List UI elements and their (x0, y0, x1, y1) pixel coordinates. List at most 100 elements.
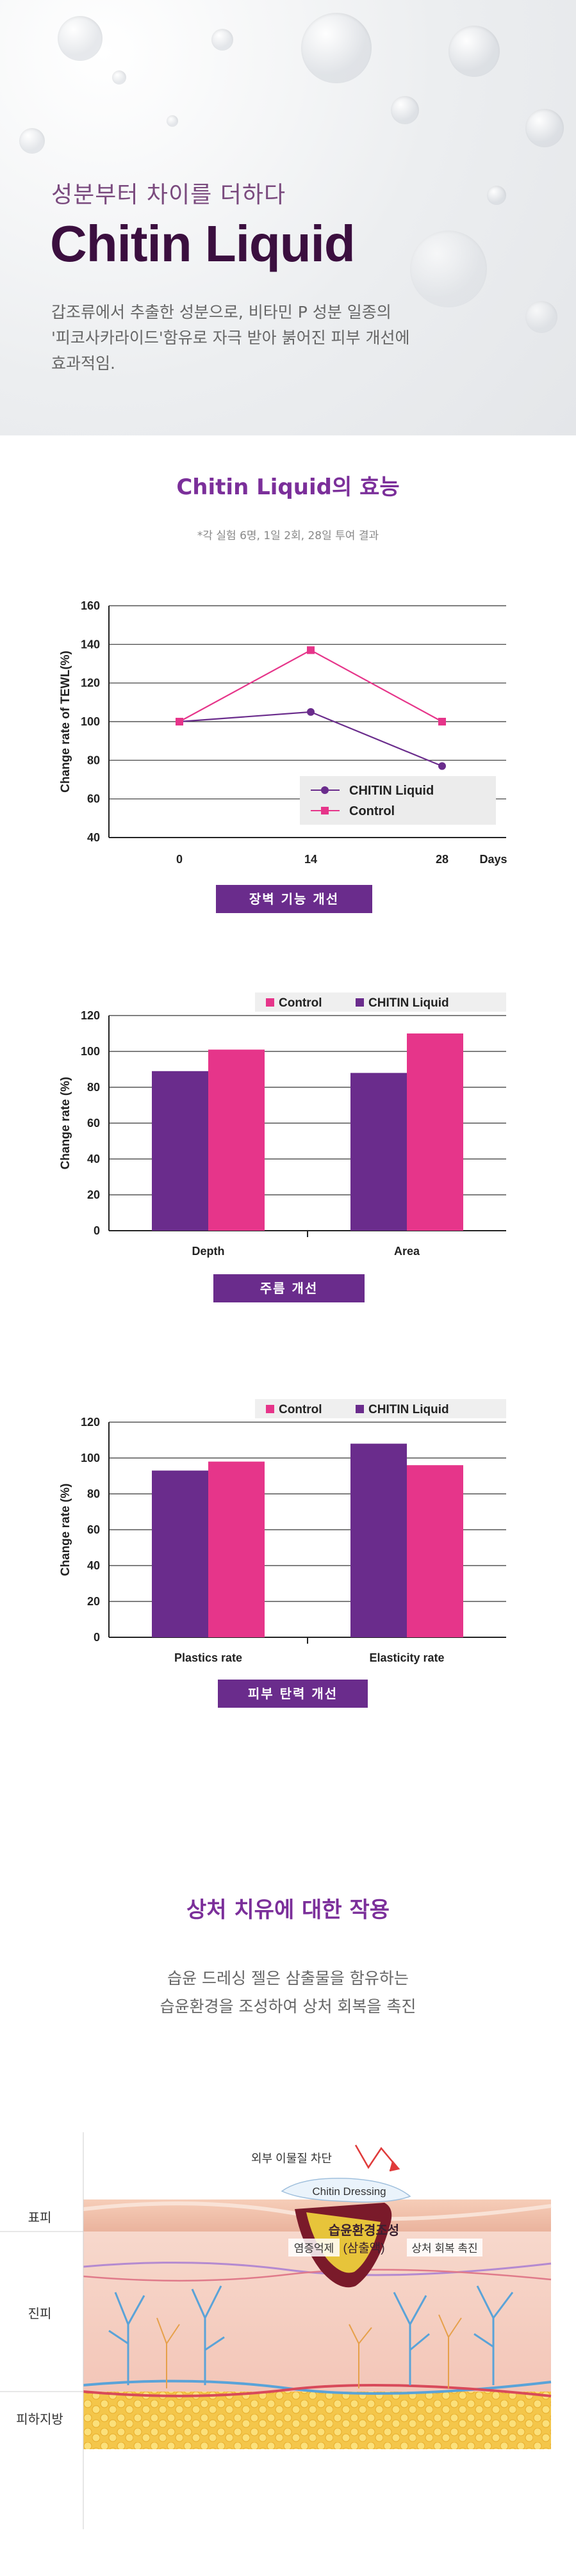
x-tick-label: Plastics rate (174, 1651, 242, 1664)
series-line-chitin-liquid (179, 711, 443, 767)
external-block-label: 외부 이물질 차단 (251, 2152, 332, 2165)
healing-title: 상처 치유에 대한 작용 (186, 1897, 390, 1923)
healing-desc-line: 습윤환경을 조성하여 상처 회복을 촉진 (160, 1997, 416, 2016)
y-tick-label: 20 (87, 1188, 100, 1201)
label-epidermis: 표피 (28, 2210, 52, 2225)
bar-control (208, 1461, 265, 1637)
y-tick-label: 20 (87, 1595, 100, 1608)
y-tick-label: 0 (94, 1224, 100, 1237)
bar-chitin-liquid (152, 1470, 208, 1637)
y-tick-label: 80 (87, 1487, 100, 1500)
recovery-label: 상처 회복 촉진 (411, 2242, 477, 2255)
water-droplet (391, 96, 419, 124)
moist-sub-label: (삼출액) (343, 2241, 384, 2255)
subcutis-layer (83, 2392, 551, 2449)
hero-title: Chitin Liquid (50, 215, 356, 272)
bar-control (407, 1033, 463, 1231)
data-point (307, 646, 315, 654)
hero-desc-line: '피코사카라이드'함유로 자극 받아 붉어진 피부 개선에 (51, 328, 410, 347)
legend-box (255, 1399, 506, 1418)
y-tick-label: 160 (81, 599, 100, 612)
legend-box (255, 992, 506, 1012)
healing-desc-line: 습윤 드레싱 젤은 삼출물을 함유하는 (167, 1969, 409, 1988)
legend-box (300, 776, 496, 825)
water-droplet (112, 70, 126, 85)
legend-marker (321, 786, 329, 794)
water-droplet (525, 301, 557, 333)
legend-swatch (356, 1405, 364, 1413)
y-tick-label: 100 (81, 1045, 100, 1058)
label-dermis: 진피 (28, 2306, 52, 2321)
bar-control (407, 1465, 463, 1637)
efficacy-title: Chitin Liquid의 효능 (176, 474, 400, 500)
y-tick-label: 80 (87, 754, 100, 766)
dressing-label: Chitin Dressing (312, 2185, 386, 2198)
y-axis-label: Change rate (%) (59, 1484, 72, 1576)
elasticity-badge: 피부 탄력 개선 (218, 1680, 368, 1708)
x-tick-label: 0 (176, 853, 183, 866)
y-tick-label: 120 (81, 1009, 100, 1022)
y-tick-label: 0 (94, 1631, 100, 1644)
bar-chitin-liquid (350, 1443, 407, 1637)
water-droplet (448, 26, 500, 77)
water-droplet (525, 109, 564, 147)
y-tick-label: 140 (81, 638, 100, 651)
y-tick-label: 60 (87, 1523, 100, 1536)
y-tick-label: 100 (81, 1452, 100, 1464)
y-tick-label: 40 (87, 1559, 100, 1572)
water-droplet (58, 16, 103, 61)
block-arrows (354, 2144, 400, 2172)
data-point (307, 708, 315, 716)
data-point (438, 718, 446, 725)
y-tick-label: 80 (87, 1081, 100, 1094)
y-tick-label: 120 (81, 1416, 100, 1429)
bar-chitin-liquid (350, 1073, 407, 1231)
experiment-note: *각 실험 6명, 1일 2회, 28일 투여 결과 (197, 530, 379, 542)
x-tick-label: Elasticity rate (369, 1651, 444, 1664)
legend-label: Control (279, 996, 322, 1010)
y-axis-label: Change rate of TEWL(%) (59, 651, 72, 793)
wrinkle-badge: 주름 개선 (213, 1274, 365, 1302)
legend-label: Control (279, 1403, 322, 1416)
bar-chitin-liquid (152, 1071, 208, 1231)
legend-marker (321, 807, 329, 814)
x-tick-label: 14 (304, 853, 317, 866)
y-tick-label: 60 (87, 793, 100, 806)
water-droplet (410, 231, 487, 307)
hero-desc-line: 효과적임. (51, 354, 115, 373)
legend-label: CHITIN Liquid (368, 996, 449, 1010)
blood-vessels (108, 2285, 514, 2385)
anti-inflammation-label: 염증억제 (294, 2242, 334, 2255)
data-point (176, 718, 183, 725)
legend-swatch (266, 998, 274, 1007)
y-tick-label: 40 (87, 831, 100, 844)
bar-control (208, 1049, 265, 1231)
y-tick-label: 60 (87, 1117, 100, 1130)
x-tick-label: 28 (436, 853, 448, 866)
chitin-dressing (281, 2178, 411, 2203)
hero-subtitle: 성분부터 차이를 더하다 (51, 182, 286, 208)
hero-banner: 성분부터 차이를 더하다 Chitin Liquid 갑조류에서 추출한 성분으… (0, 0, 576, 435)
legend-swatch (266, 1405, 274, 1413)
legend-label: CHITIN Liquid (349, 784, 434, 798)
water-droplet (301, 13, 372, 83)
legend-label: Control (349, 804, 395, 818)
moist-label: 습윤환경조성 (329, 2223, 399, 2238)
wound-healing-diagram: 표피 진피 피하지방 외부 이물질 차단 Chitin Dressing 습윤환… (0, 2132, 552, 2529)
legend-swatch (356, 998, 364, 1007)
wrinkle-bar-chart: 0 20 40 60 80 100 120 Change rate (%) Depth Area C… (59, 992, 506, 1258)
y-tick-label: 120 (81, 677, 100, 690)
y-tick-label: 100 (81, 715, 100, 728)
label-subcutis: 피하지방 (16, 2412, 63, 2427)
water-droplet (487, 186, 506, 205)
data-point (438, 762, 446, 770)
x-axis-unit-label: Days (479, 853, 507, 866)
water-droplet (19, 128, 45, 154)
y-tick-label: 40 (87, 1153, 100, 1165)
hero-desc-line: 갑조류에서 추출한 성분으로, 비타민 P 성분 일종의 (51, 303, 391, 321)
y-axis-label: Change rate (%) (59, 1077, 72, 1170)
water-droplet (167, 115, 178, 127)
legend-label: CHITIN Liquid (368, 1403, 449, 1416)
barrier-badge: 장벽 기능 개선 (216, 885, 372, 913)
